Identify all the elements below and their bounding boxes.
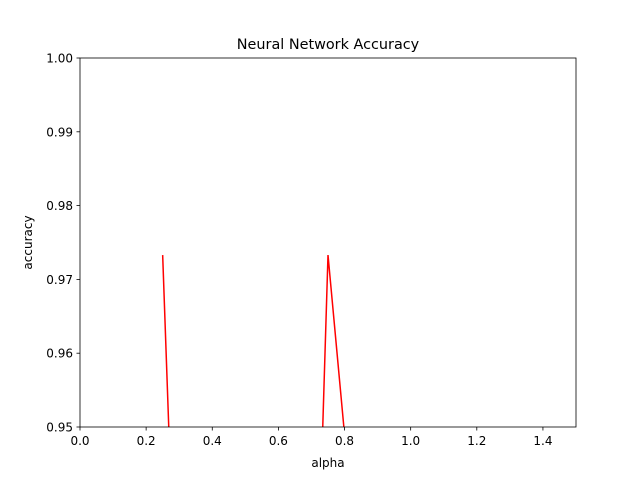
x-tick-label: 0.4 — [203, 434, 222, 448]
x-tick-label: 1.2 — [467, 434, 486, 448]
x-tick-label: 1.0 — [401, 434, 420, 448]
x-tick-label: 0.0 — [70, 434, 89, 448]
data-line — [161, 254, 345, 427]
y-tick-label: 0.98 — [46, 199, 73, 213]
y-tick-label: 1.00 — [46, 52, 73, 66]
y-axis-label: accuracy — [21, 215, 35, 269]
y-tick-label: 0.97 — [46, 273, 73, 287]
y-tick-label: 0.99 — [46, 125, 73, 139]
x-tick-label: 0.8 — [335, 434, 354, 448]
chart-title: Neural Network Accuracy — [237, 37, 420, 53]
y-tick-label: 0.96 — [46, 347, 73, 361]
axes-frame — [79, 57, 577, 428]
plot-area — [161, 254, 345, 427]
y-tick-label: 0.95 — [46, 421, 73, 435]
x-tick-label: 0.6 — [269, 434, 288, 448]
x-axis-label: alpha — [311, 456, 344, 470]
x-tick-label: 1.4 — [533, 434, 552, 448]
x-tick-label: 0.2 — [137, 434, 156, 448]
